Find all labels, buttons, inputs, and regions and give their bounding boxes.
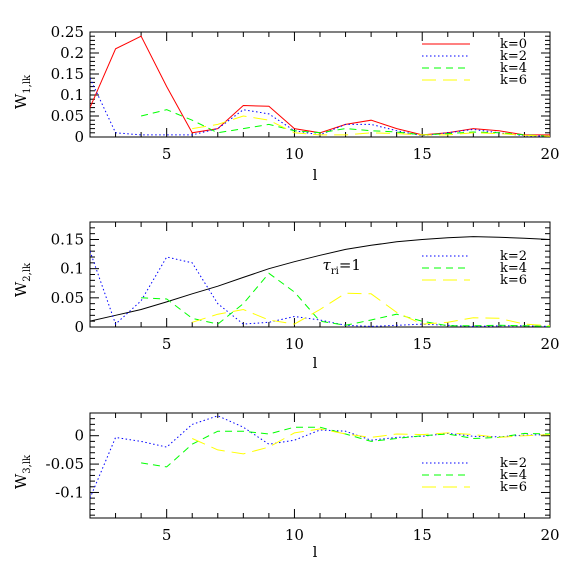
x-tick-label: 15 — [413, 335, 432, 353]
x-tick-label: 10 — [285, 335, 304, 353]
y-tick-label: 0.1 — [60, 86, 84, 104]
y-tick-label: 0.2 — [60, 44, 84, 62]
legend-label: k=4 — [500, 61, 527, 76]
legend-label: k=6 — [500, 73, 527, 88]
plot-frame — [89, 31, 551, 138]
x-tick-label: 10 — [285, 145, 304, 163]
series-group — [90, 35, 550, 137]
series-line-k4 — [140, 109, 550, 137]
x-tick-label: 20 — [540, 145, 559, 163]
y-tick-label: 0.15 — [51, 231, 84, 249]
panel-3: 5 10 15 20 -0.1 -0.05 0 l W3,lk k=2k=4k=6 — [12, 412, 560, 561]
legend-label: k=0 — [500, 37, 527, 52]
panel-2: 5 10 15 20 0 0.05 0.1 0.15 l W2,lk k=2k=4k=6 τri=1 — [12, 221, 560, 372]
y-tick-label: 0 — [74, 128, 84, 146]
y-tick-label: 0.25 — [51, 23, 84, 41]
y-tick-label: 0.05 — [51, 107, 84, 125]
series-line-k6 — [192, 115, 550, 137]
series-line-tau — [90, 236, 550, 322]
series-line-k4 — [141, 272, 550, 327]
series-line-k0 — [90, 35, 550, 136]
x-axis-label: l — [313, 354, 318, 372]
series-line-k2 — [90, 415, 550, 499]
legend-label: k=2 — [500, 49, 527, 64]
y-axis-label: W1,lk — [12, 74, 33, 109]
x-tick-label: 15 — [413, 526, 432, 544]
plot-frame — [89, 221, 551, 328]
tau-annotation: τri=1 — [323, 256, 361, 277]
series-line-k6 — [192, 292, 550, 327]
y-axis-label: W2,lk — [12, 262, 33, 297]
series-line-k2 — [90, 77, 550, 137]
series-line-k4 — [141, 426, 550, 468]
x-tick-label: 20 — [540, 526, 559, 544]
y-tick-label: 0 — [74, 427, 84, 445]
x-tick-label: 20 — [540, 335, 559, 353]
series-line-k6 — [191, 428, 550, 455]
legend-label: k=6 — [500, 273, 527, 288]
y-tick-label: -0.1 — [55, 483, 84, 501]
x-tick-label: 5 — [162, 335, 172, 353]
panel-1: 5 10 15 2000.050.10.150.20.25lW1,lkk=0k=2k=… — [12, 23, 560, 184]
series-line-k2 — [90, 251, 550, 327]
x-tick-label: 5 — [162, 526, 172, 544]
legend-label: k=4 — [500, 261, 527, 276]
x-tick-label: 10 — [285, 526, 304, 544]
x-axis-label: l — [313, 166, 318, 184]
y-tick-label: -0.05 — [46, 455, 84, 473]
y-axis-label: W3,lk — [12, 454, 33, 489]
y-tick-label: 0.15 — [51, 65, 84, 83]
legend-label: k=4 — [500, 468, 527, 483]
y-tick-label: 0.1 — [60, 260, 84, 278]
x-axis-label: l — [313, 543, 318, 561]
series-group — [90, 415, 550, 499]
y-tick-label: 0 — [74, 318, 84, 336]
legend-label: k=2 — [500, 249, 527, 264]
x-tick-label: 15 — [413, 145, 432, 163]
series-group — [90, 236, 550, 327]
x-tick-label: 5 — [162, 145, 172, 163]
y-tick-label: 0.05 — [51, 289, 84, 307]
legend-label: k=2 — [500, 456, 527, 471]
legend-label: k=6 — [500, 480, 527, 495]
